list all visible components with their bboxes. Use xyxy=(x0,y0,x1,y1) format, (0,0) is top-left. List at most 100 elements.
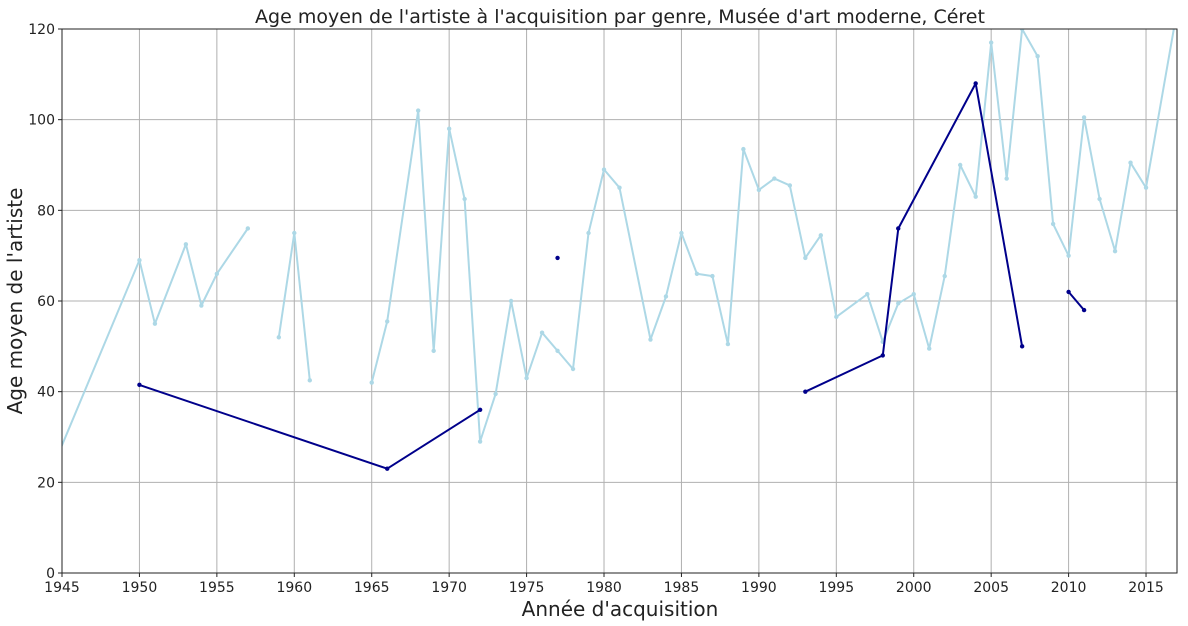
series-line xyxy=(139,383,481,470)
data-point xyxy=(1128,160,1133,165)
data-point xyxy=(741,146,746,152)
data-point xyxy=(586,230,591,236)
data-point xyxy=(431,348,436,354)
data-point xyxy=(462,196,467,202)
data-point xyxy=(927,346,932,351)
data-point xyxy=(385,319,390,324)
x-tick-label: 1985 xyxy=(664,580,700,596)
data-point xyxy=(276,335,282,340)
data-point xyxy=(385,466,390,471)
series-1 xyxy=(137,81,1087,471)
x-tick-label: 2005 xyxy=(973,580,1009,596)
data-point xyxy=(508,298,514,304)
data-point xyxy=(152,321,158,326)
data-point xyxy=(214,271,220,276)
data-point xyxy=(1066,253,1071,258)
y-tick-label: 0 xyxy=(46,566,55,582)
data-point xyxy=(911,292,916,297)
data-point xyxy=(1143,185,1149,190)
data-point xyxy=(725,341,731,347)
x-axis-label: Année d'acquisition xyxy=(522,597,719,621)
data-point xyxy=(803,389,808,394)
x-tick-label: 2000 xyxy=(896,580,932,596)
data-point xyxy=(772,176,777,181)
data-point xyxy=(493,391,498,397)
data-point xyxy=(601,167,607,172)
x-tick-label: 1975 xyxy=(509,580,545,596)
data-point xyxy=(756,187,762,193)
y-tick-label: 100 xyxy=(28,113,55,129)
data-point xyxy=(555,348,560,354)
data-point xyxy=(446,126,452,131)
data-point xyxy=(942,273,947,279)
data-point xyxy=(415,108,421,113)
y-tick-label: 20 xyxy=(37,475,55,491)
x-tick-label: 1995 xyxy=(818,580,854,596)
y-tick-label: 60 xyxy=(37,294,55,310)
data-point xyxy=(477,407,483,412)
data-point xyxy=(648,337,653,342)
data-point xyxy=(1081,307,1087,313)
data-point xyxy=(679,230,684,236)
data-point xyxy=(710,273,715,279)
data-point xyxy=(896,226,901,231)
data-point xyxy=(1112,248,1118,254)
y-axis-label: Age moyen de l'artiste xyxy=(3,188,27,415)
data-point xyxy=(663,294,669,299)
x-tick-label: 1960 xyxy=(276,580,312,596)
y-tick-label: 40 xyxy=(37,385,55,401)
data-point xyxy=(834,314,839,320)
x-axis: 1945 1950 1955 1960 1965 1970 1975 1980 1985 1990… xyxy=(44,573,1164,596)
x-tick-label: 2015 xyxy=(1128,580,1164,596)
data-point xyxy=(1097,196,1102,202)
series-line xyxy=(62,227,249,448)
data-point xyxy=(524,375,529,381)
x-tick-label: 1950 xyxy=(122,580,158,596)
y-tick-label: 120 xyxy=(28,22,55,38)
data-point xyxy=(555,255,560,261)
data-point xyxy=(803,255,808,261)
plot-area xyxy=(62,9,1179,471)
data-point xyxy=(245,226,251,231)
data-point xyxy=(694,271,700,276)
data-point xyxy=(973,81,978,86)
data-point xyxy=(896,301,901,306)
x-tick-label: 1945 xyxy=(44,580,80,596)
data-point xyxy=(369,380,374,385)
data-point xyxy=(539,330,545,335)
data-point xyxy=(865,292,870,297)
data-point xyxy=(137,258,142,263)
data-point xyxy=(1081,115,1087,120)
y-axis: 0 20 40 60 80 100 120 xyxy=(28,22,62,582)
data-point xyxy=(818,233,824,238)
series-line xyxy=(370,29,1175,443)
data-point xyxy=(570,366,576,372)
data-point xyxy=(973,194,978,199)
data-point xyxy=(137,382,142,388)
data-point xyxy=(1004,176,1009,181)
data-point xyxy=(880,353,885,358)
data-point xyxy=(1019,344,1025,349)
x-tick-label: 1990 xyxy=(741,580,777,596)
data-point xyxy=(957,162,963,168)
y-tick-label: 80 xyxy=(37,203,55,219)
data-point xyxy=(199,303,204,308)
data-point xyxy=(617,185,622,190)
x-tick-label: 2010 xyxy=(1051,580,1087,596)
data-point xyxy=(292,230,297,236)
data-point xyxy=(307,378,312,383)
data-point xyxy=(1066,289,1071,295)
x-tick-label: 1955 xyxy=(199,580,235,596)
data-point xyxy=(183,242,189,247)
data-point xyxy=(1019,29,1025,32)
data-point xyxy=(1175,9,1179,13)
chart-title: Age moyen de l'artiste à l'acquisition p… xyxy=(255,6,985,28)
x-tick-label: 1980 xyxy=(586,580,622,596)
series-0 xyxy=(62,9,1179,448)
data-point xyxy=(787,183,793,188)
series-line xyxy=(1067,291,1085,311)
x-tick-label: 1965 xyxy=(354,580,390,596)
data-point xyxy=(477,439,483,444)
data-point xyxy=(988,40,994,45)
